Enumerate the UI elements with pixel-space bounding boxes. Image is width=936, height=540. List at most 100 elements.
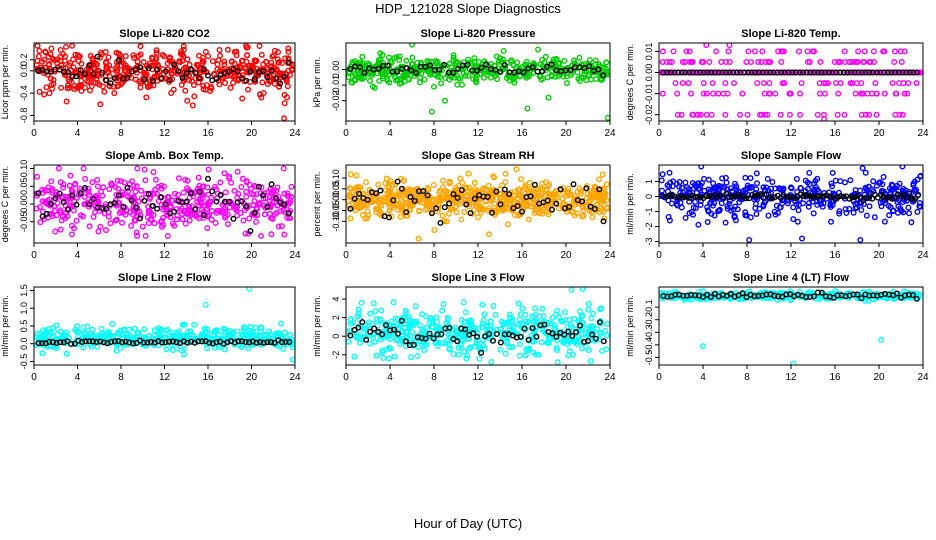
data-point xyxy=(106,186,113,193)
data-point xyxy=(896,180,903,187)
data-point xyxy=(679,80,686,87)
data-point xyxy=(850,209,857,216)
overlay-point xyxy=(737,193,744,200)
data-point xyxy=(255,200,262,207)
data-point xyxy=(82,175,89,182)
data-point xyxy=(721,184,728,191)
data-point xyxy=(821,90,828,97)
data-point xyxy=(228,58,235,65)
data-point xyxy=(34,57,41,64)
outlier-point xyxy=(746,236,753,243)
data-point xyxy=(374,322,381,329)
overlay-point xyxy=(420,187,427,194)
data-point xyxy=(208,216,215,223)
data-point xyxy=(102,227,109,234)
data-point xyxy=(672,80,679,87)
overlay-point xyxy=(774,69,781,76)
overlay-point xyxy=(242,339,249,346)
data-point xyxy=(835,59,842,66)
data-point xyxy=(241,324,248,331)
data-point xyxy=(797,90,804,97)
data-point xyxy=(119,191,126,198)
data-point xyxy=(701,175,708,182)
data-point xyxy=(238,183,245,190)
data-point xyxy=(36,47,43,54)
data-point xyxy=(347,320,354,327)
data-point xyxy=(439,212,446,219)
data-point xyxy=(526,179,533,186)
overlay-point xyxy=(474,333,481,340)
data-point xyxy=(578,313,585,320)
overlay-point xyxy=(204,72,211,79)
data-point xyxy=(193,188,200,195)
data-point xyxy=(673,180,680,187)
data-point xyxy=(453,199,460,206)
data-point xyxy=(686,186,693,193)
data-point xyxy=(566,316,573,323)
data-point xyxy=(525,216,532,223)
data-point xyxy=(917,173,923,180)
data-point xyxy=(197,186,204,193)
data-point xyxy=(384,194,391,201)
data-point xyxy=(679,59,686,66)
data-point xyxy=(732,217,739,224)
data-point xyxy=(430,83,437,90)
data-point xyxy=(288,67,295,74)
data-point xyxy=(881,218,888,225)
data-point xyxy=(765,212,772,219)
data-point xyxy=(220,325,227,332)
overlay-point xyxy=(851,69,858,76)
overlay-point xyxy=(247,227,254,234)
overlay-point xyxy=(595,66,602,73)
data-points xyxy=(346,287,610,365)
data-point xyxy=(668,200,675,207)
data-point xyxy=(375,181,382,188)
overlay-point xyxy=(796,69,803,76)
data-point xyxy=(795,207,802,214)
x-tick-label: 20 xyxy=(246,250,258,261)
data-point xyxy=(593,325,600,332)
data-point xyxy=(394,206,401,213)
outlier-point xyxy=(442,97,449,104)
overlay-point xyxy=(501,62,508,69)
x-tick-label: 0 xyxy=(343,250,349,261)
data-point xyxy=(135,198,142,205)
y-tick-label: 0.0 xyxy=(19,337,29,350)
data-point xyxy=(275,59,282,66)
overlay-point xyxy=(158,75,165,82)
overlay-point xyxy=(870,69,877,76)
data-point xyxy=(588,188,595,195)
overlay-point xyxy=(171,61,178,68)
data-point xyxy=(659,48,666,55)
data-point xyxy=(169,329,176,336)
overlay-point xyxy=(561,331,568,338)
data-point xyxy=(180,77,187,84)
data-point xyxy=(214,207,221,214)
data-point xyxy=(200,82,207,89)
data-point xyxy=(268,231,275,238)
data-point xyxy=(98,51,105,58)
data-point xyxy=(401,177,408,184)
data-point xyxy=(416,79,423,86)
data-point xyxy=(68,195,75,202)
data-point xyxy=(458,331,465,338)
data-point xyxy=(152,186,159,193)
data-point xyxy=(278,320,285,327)
data-point xyxy=(747,175,754,182)
overlay-point xyxy=(660,193,667,200)
y-tick-label: 0 xyxy=(331,334,341,339)
data-point xyxy=(784,200,791,207)
data-point xyxy=(141,166,148,173)
data-point xyxy=(471,206,478,213)
data-point xyxy=(42,48,49,55)
outlier-point xyxy=(97,101,104,108)
y-tick-label: 0.10 xyxy=(331,169,341,187)
data-point xyxy=(811,48,818,55)
data-point xyxy=(355,186,362,193)
overlay-point xyxy=(697,194,704,201)
data-point xyxy=(175,175,182,182)
data-point xyxy=(893,90,900,97)
data-point xyxy=(62,193,69,200)
data-point xyxy=(184,97,191,104)
